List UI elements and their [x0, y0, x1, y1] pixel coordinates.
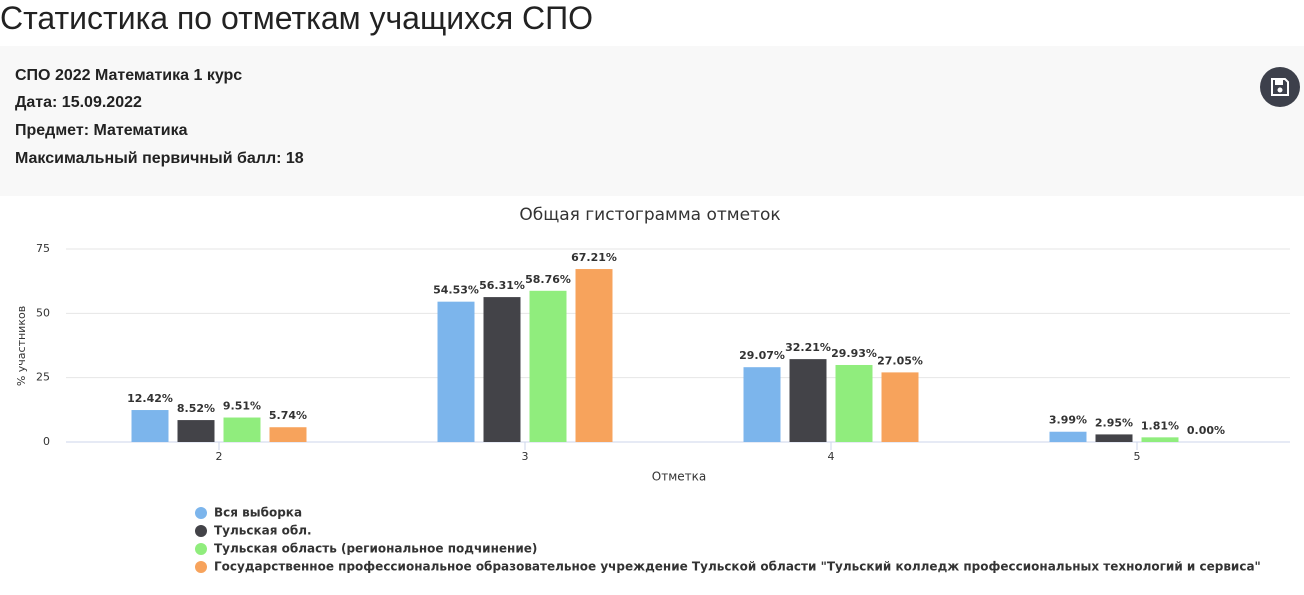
- data-label: 5.74%: [269, 409, 307, 422]
- chart: Общая гистограмма отметок Отметка % учас…: [15, 205, 1290, 574]
- bar: [529, 290, 567, 442]
- x-tick-label: 3: [522, 450, 529, 463]
- x-tick-label: 5: [1134, 450, 1141, 463]
- bar: [1141, 437, 1179, 442]
- x-axis-label: Отметка: [652, 470, 706, 484]
- bar: [835, 364, 873, 442]
- y-tick-label: 50: [36, 306, 50, 319]
- y-axis-label: % участников: [15, 306, 28, 386]
- data-label: 67.21%: [571, 251, 617, 264]
- bar: [483, 297, 521, 442]
- legend-label: Вся выборка: [214, 506, 302, 520]
- legend-marker: [195, 543, 207, 555]
- save-button[interactable]: [1260, 67, 1300, 107]
- page-title: Статистика по отметкам учащихся СПО: [0, 0, 594, 36]
- bar: [575, 269, 613, 442]
- bar: [269, 427, 307, 442]
- legend-label: Тульская область (региональное подчинени…: [214, 542, 537, 556]
- bar: [1095, 434, 1133, 442]
- info-line: Максимальный первичный балл: 18: [15, 150, 304, 167]
- data-label: 56.31%: [479, 279, 525, 292]
- bar: [223, 417, 261, 442]
- chart-title: Общая гистограмма отметок: [519, 205, 780, 225]
- legend-marker: [195, 507, 207, 519]
- x-tick-label: 4: [828, 450, 835, 463]
- data-label: 12.42%: [127, 392, 173, 405]
- data-label: 9.51%: [223, 400, 261, 413]
- legend-marker: [195, 525, 207, 537]
- data-label: 58.76%: [525, 273, 571, 286]
- save-icon: [1271, 78, 1289, 96]
- bar: [1049, 431, 1087, 442]
- info-line: СПО 2022 Математика 1 курс: [15, 67, 243, 84]
- bar: [789, 359, 827, 442]
- data-label: 32.21%: [785, 341, 831, 354]
- data-label: 29.93%: [831, 347, 877, 360]
- y-tick-label: 0: [43, 435, 50, 448]
- bar: [881, 372, 919, 442]
- bar: [131, 410, 169, 442]
- y-tick-label: 25: [36, 371, 50, 384]
- data-label: 8.52%: [177, 402, 215, 415]
- legend-marker: [195, 561, 207, 573]
- x-tick-label: 2: [216, 450, 223, 463]
- y-tick-label: 75: [36, 242, 50, 255]
- data-label: 3.99%: [1049, 414, 1087, 427]
- data-label: 29.07%: [739, 349, 785, 362]
- data-label: 0.00%: [1187, 424, 1225, 437]
- info-line: Предмет: Математика: [15, 122, 188, 139]
- data-label: 27.05%: [877, 354, 923, 367]
- data-label: 2.95%: [1095, 416, 1133, 429]
- bar: [437, 301, 475, 442]
- data-label: 54.53%: [433, 284, 479, 297]
- legend-label: Государственное профессиональное образов…: [214, 560, 1261, 574]
- bar: [177, 420, 215, 442]
- data-label: 1.81%: [1141, 419, 1179, 432]
- legend-label: Тульская обл.: [214, 524, 312, 538]
- info-panel: СПО 2022 Математика 1 курс Дата: 15.09.2…: [0, 46, 1304, 196]
- info-line: Дата: 15.09.2022: [15, 94, 142, 111]
- bar: [743, 367, 781, 442]
